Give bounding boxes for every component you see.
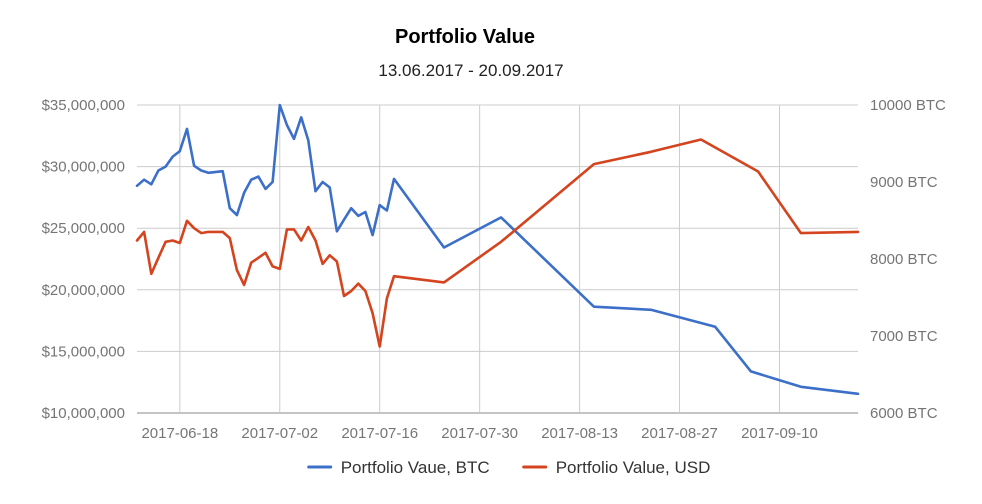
legend-item: Portfolio Value, USD [522, 458, 711, 477]
legend: Portfolio Vaue, BTC Portfolio Value, USD [307, 458, 711, 477]
x-tick-label: 2017-07-02 [241, 425, 318, 442]
series-line-btc [135, 103, 860, 396]
series-lines [135, 103, 860, 396]
chart-subtitle: 13.06.2017 - 20.09.2017 [378, 61, 563, 80]
right-tick-label: 6000 BTC [870, 405, 938, 422]
legend-label: Portfolio Value, USD [556, 458, 711, 477]
grid [137, 104, 858, 414]
x-tick-label: 2017-08-13 [541, 425, 618, 442]
right-tick-label: 10000 BTC [870, 97, 946, 114]
left-tick-label: $25,000,000 [42, 220, 125, 237]
legend-item: Portfolio Vaue, BTC [307, 458, 490, 477]
left-tick-label: $10,000,000 [42, 405, 125, 422]
legend-label: Portfolio Vaue, BTC [341, 458, 490, 477]
x-tick-label: 2017-06-18 [141, 425, 218, 442]
series-line-usd [135, 138, 860, 348]
x-tick-label: 2017-09-10 [741, 425, 818, 442]
left-tick-label: $15,000,000 [42, 343, 125, 360]
left-tick-label: $30,000,000 [42, 159, 125, 176]
left-tick-label: $20,000,000 [42, 282, 125, 299]
x-tick-label: 2017-07-16 [341, 425, 418, 442]
x-axis: 2017-06-18 2017-07-02 2017-07-16 2017-07-30… [141, 425, 817, 442]
x-tick-label: 2017-07-30 [441, 425, 518, 442]
x-tick-label: 2017-08-27 [641, 425, 718, 442]
right-tick-label: 9000 BTC [870, 174, 938, 191]
right-tick-label: 7000 BTC [870, 328, 938, 345]
left-axis: $10,000,000 $15,000,000 $20,000,000 $25,000… [42, 97, 125, 422]
right-tick-label: 8000 BTC [870, 251, 938, 268]
right-axis: 6000 BTC 7000 BTC 8000 BTC 9000 BTC 10000 BT… [870, 97, 946, 422]
left-tick-label: $35,000,000 [42, 97, 125, 114]
chart-title: Portfolio Value [395, 26, 535, 48]
